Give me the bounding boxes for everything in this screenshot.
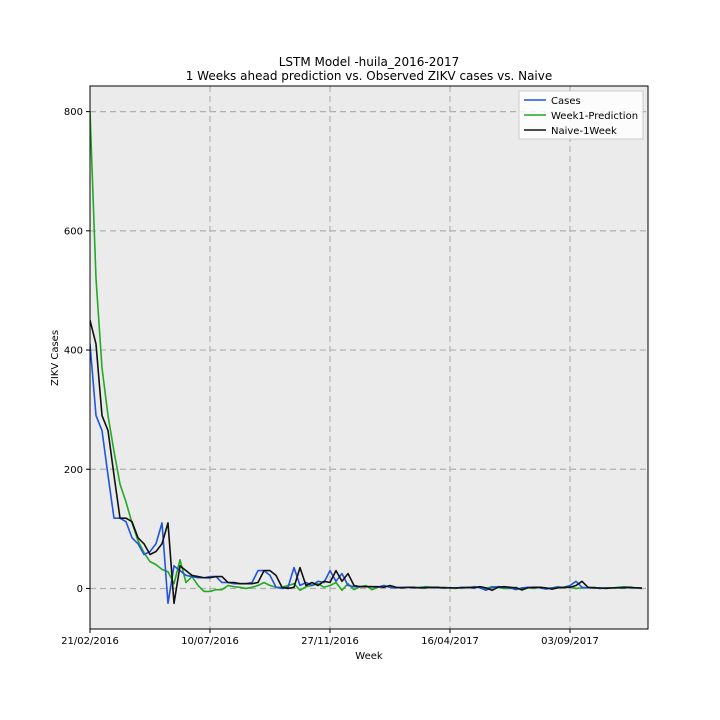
legend-label-naive-1week: Naive-1Week [551,126,617,137]
x-axis-label: Week [355,651,383,662]
x-tick-label: 21/02/2016 [61,636,119,647]
y-tick-label: 0 [77,584,83,595]
series-lines [90,111,643,605]
y-axis-ticks: 0 200 400 600 800 [64,107,90,595]
x-tick-label: 16/04/2017 [421,636,479,647]
plot-frame [89,85,649,630]
x-tick-label: 27/11/2016 [301,636,359,647]
x-axis-ticks: 21/02/2016 10/07/2016 27/11/2016 16/04/2017… [61,629,599,647]
plot-area [90,86,648,629]
y-tick-label: 200 [64,465,83,476]
y-axis-label: ZIKV Cases [50,330,61,386]
series-line-naive-1week [90,320,642,605]
y-tick-label: 800 [64,107,83,118]
y-tick-label: 400 [64,346,83,357]
chart-subtitle: 1 Weeks ahead prediction vs. Observed ZI… [186,69,553,83]
x-tick-label: 03/09/2017 [541,636,599,647]
legend: Cases Week1-Prediction Naive-1Week [518,90,644,140]
y-tick-label: 600 [64,226,83,237]
legend-label-cases: Cases [551,96,581,107]
x-tick-label: 10/07/2016 [181,636,239,647]
chart-title: LSTM Model -huila_2016-2017 [279,55,460,69]
legend-label-week1-prediction: Week1-Prediction [551,111,638,122]
